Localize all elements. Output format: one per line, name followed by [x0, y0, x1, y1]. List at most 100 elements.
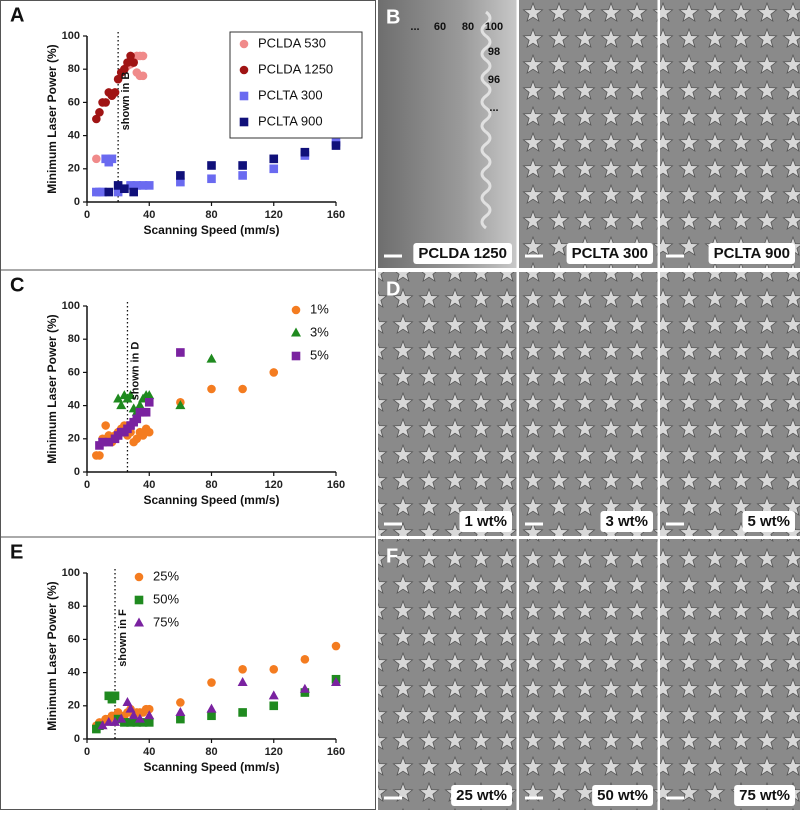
- legend-label: PCLTA 900: [258, 113, 323, 128]
- point: [144, 710, 155, 720]
- legend-marker: [239, 91, 249, 101]
- x-tick-label: 120: [265, 746, 283, 758]
- micrograph: [519, 0, 658, 268]
- legend-marker: [239, 39, 249, 49]
- y-tick-label: 60: [68, 633, 80, 645]
- point: [129, 187, 138, 197]
- x-tick-label: 160: [327, 209, 345, 221]
- legend-marker: [291, 351, 301, 361]
- legend-frame: [229, 31, 363, 139]
- image-caption: 75 wt%: [739, 787, 790, 804]
- point: [175, 706, 186, 716]
- texture: [480, 10, 492, 38]
- point: [176, 348, 185, 357]
- image-caption: 5 wt%: [747, 513, 790, 530]
- point: [110, 88, 120, 97]
- x-axis-label: Scanning Speed (mm/s): [143, 760, 279, 774]
- point: [110, 716, 121, 726]
- legend-label: 25%: [153, 568, 179, 583]
- point: [144, 427, 154, 437]
- point: [97, 720, 108, 730]
- legend-marker: [239, 65, 249, 75]
- caption-box: [742, 510, 795, 532]
- point: [176, 171, 185, 180]
- texture: [480, 178, 492, 206]
- caption-box: [734, 784, 795, 806]
- point: [207, 711, 216, 721]
- x-tick-label: 80: [205, 209, 217, 221]
- point: [176, 177, 185, 187]
- row-number: 98: [488, 46, 500, 58]
- caption-box: [592, 784, 653, 806]
- point: [176, 714, 185, 724]
- points: [92, 348, 279, 460]
- point: [126, 51, 135, 61]
- point: [207, 678, 216, 687]
- point: [113, 393, 124, 403]
- point: [126, 718, 135, 727]
- point: [113, 187, 123, 197]
- point: [129, 58, 138, 67]
- point: [207, 174, 216, 184]
- y-tick-label: 40: [68, 667, 80, 679]
- annotation: shown in B: [120, 72, 132, 131]
- caption-box: [451, 784, 512, 806]
- micrograph: [378, 539, 517, 810]
- panel-label: E: [10, 541, 23, 563]
- point: [238, 384, 247, 394]
- point: [107, 154, 117, 164]
- x-tick-label: 120: [265, 209, 283, 221]
- point: [206, 353, 217, 363]
- legend-marker: [134, 572, 144, 582]
- y-tick-label: 20: [68, 163, 80, 175]
- point: [144, 181, 154, 190]
- point: [269, 368, 279, 377]
- texture: [480, 58, 492, 86]
- point: [238, 161, 247, 170]
- annotation: shown in F: [117, 609, 129, 667]
- point: [268, 690, 279, 700]
- point: [116, 400, 127, 410]
- point: [120, 64, 129, 74]
- micrograph: [378, 0, 517, 268]
- micrograph: [378, 272, 517, 536]
- point: [104, 187, 114, 197]
- panel-label: D: [386, 278, 400, 300]
- y-tick-label: 80: [68, 600, 80, 612]
- image-caption: 3 wt%: [605, 513, 648, 530]
- point: [207, 161, 216, 170]
- caption-box: [566, 242, 653, 264]
- y-axis-label: Minimum Laser Power (%): [45, 44, 59, 193]
- x-tick-label: 40: [143, 479, 155, 491]
- micrograph: [660, 272, 800, 536]
- point: [238, 708, 247, 717]
- image-caption: 50 wt%: [597, 787, 648, 804]
- point: [269, 154, 279, 164]
- x-tick-label: 40: [143, 209, 155, 221]
- point: [300, 147, 310, 157]
- y-tick-label: 100: [62, 300, 80, 312]
- x-tick-label: 160: [327, 746, 345, 758]
- row-number: 80: [462, 21, 474, 33]
- point: [95, 451, 104, 460]
- point: [331, 141, 341, 150]
- point: [134, 713, 145, 723]
- point: [176, 698, 185, 707]
- caption-box: [708, 242, 795, 264]
- point: [141, 407, 151, 417]
- micrograph: [519, 272, 658, 536]
- point: [132, 414, 142, 424]
- legend-marker: [291, 327, 301, 337]
- point: [144, 718, 154, 727]
- point: [269, 664, 279, 674]
- y-tick-label: 80: [68, 333, 80, 345]
- row-number: 60: [434, 21, 446, 33]
- point: [128, 710, 139, 720]
- legend-label: 5%: [310, 347, 329, 362]
- point: [207, 384, 216, 394]
- y-tick-label: 80: [68, 63, 80, 75]
- legend-marker: [291, 305, 301, 315]
- y-tick-label: 60: [68, 366, 80, 378]
- texture: [480, 154, 492, 182]
